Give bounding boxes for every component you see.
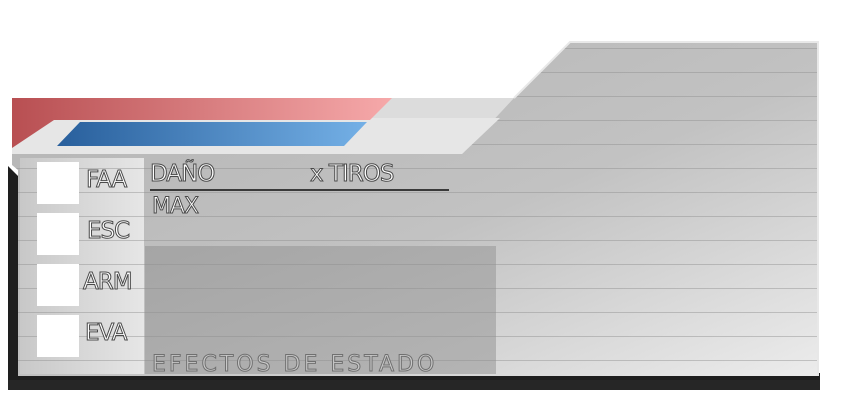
shots-label: x TIROS	[309, 161, 394, 188]
frame-bottom-bar	[8, 380, 820, 390]
stat-value-esc	[37, 213, 79, 255]
stat-label-arm: ARM	[83, 269, 134, 296]
max-label: MAX	[151, 194, 199, 220]
blue-accent-stripe	[57, 122, 367, 146]
stat-value-arm	[37, 264, 79, 306]
stat-label-faa: FAA	[85, 167, 127, 194]
stat-value-faa	[37, 162, 79, 204]
stat-label-esc: ESC	[86, 218, 130, 245]
status-effects-title: EFECTOS DE ESTADO	[151, 352, 438, 378]
stat-value-eva	[37, 315, 79, 357]
damage-label: DAÑO	[149, 161, 215, 188]
red-accent-stripe	[12, 98, 392, 148]
stat-label-eva: EVA	[85, 320, 129, 347]
